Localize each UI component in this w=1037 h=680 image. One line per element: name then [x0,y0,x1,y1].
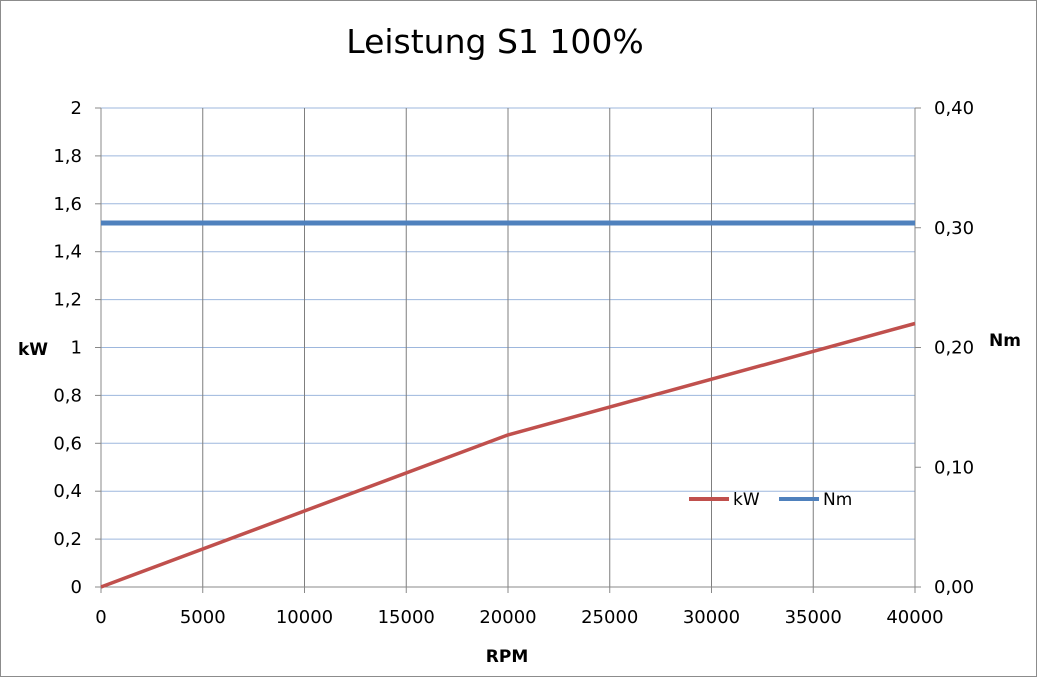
x-tick-label: 35000 [785,607,842,628]
y-tick-label: 0,6 [53,433,82,454]
x-tick-label: 5000 [180,607,226,628]
legend-label-nm: Nm [823,490,852,510]
series-line-kw [100,321,916,589]
x-tick-label: 20000 [479,607,536,628]
y-axis-title: kW [18,340,48,360]
legend-label-kw: kW [733,490,760,510]
y2-tick-label: 0,20 [934,338,974,359]
y2-tick-label: 0,10 [934,457,974,478]
series-layer [100,220,916,589]
x-tick-label: 40000 [886,607,943,628]
y-tick-label: 0,2 [53,529,82,550]
y-tick-label: 1,4 [53,242,82,263]
y-tick-label: 2 [71,98,82,119]
y2-axis-title: Nm [989,331,1021,351]
y-tick-label: 1,6 [53,194,82,215]
y2-tick-label: 0,00 [934,577,974,598]
x-axis-title: RPM [486,647,528,667]
x-tick-label: 10000 [276,607,333,628]
tick-labels: 0 0,2 0,4 0,6 0,8 1 1,2 1,4 1,6 1,8 2 0 5000 10000 150… [53,98,974,628]
x-tick-label: 25000 [581,607,638,628]
y-tick-label: 0,4 [53,481,82,502]
legend: kW Nm [689,490,852,510]
axes [95,107,921,593]
x-tick-label: 15000 [378,607,435,628]
y-tick-label: 0,8 [53,385,82,406]
y2-tick-label: 0,40 [934,98,974,119]
y-tick-label: 1,2 [53,290,82,311]
y2-tick-label: 0,30 [934,218,974,239]
x-tick-label: 0 [95,607,106,628]
chart-title: Leistung S1 100% [346,22,643,61]
y-tick-label: 1 [71,338,82,359]
y-tick-label: 0 [71,577,82,598]
y-tick-label: 1,8 [53,146,82,167]
grid [101,107,915,587]
x-tick-label: 30000 [683,607,740,628]
